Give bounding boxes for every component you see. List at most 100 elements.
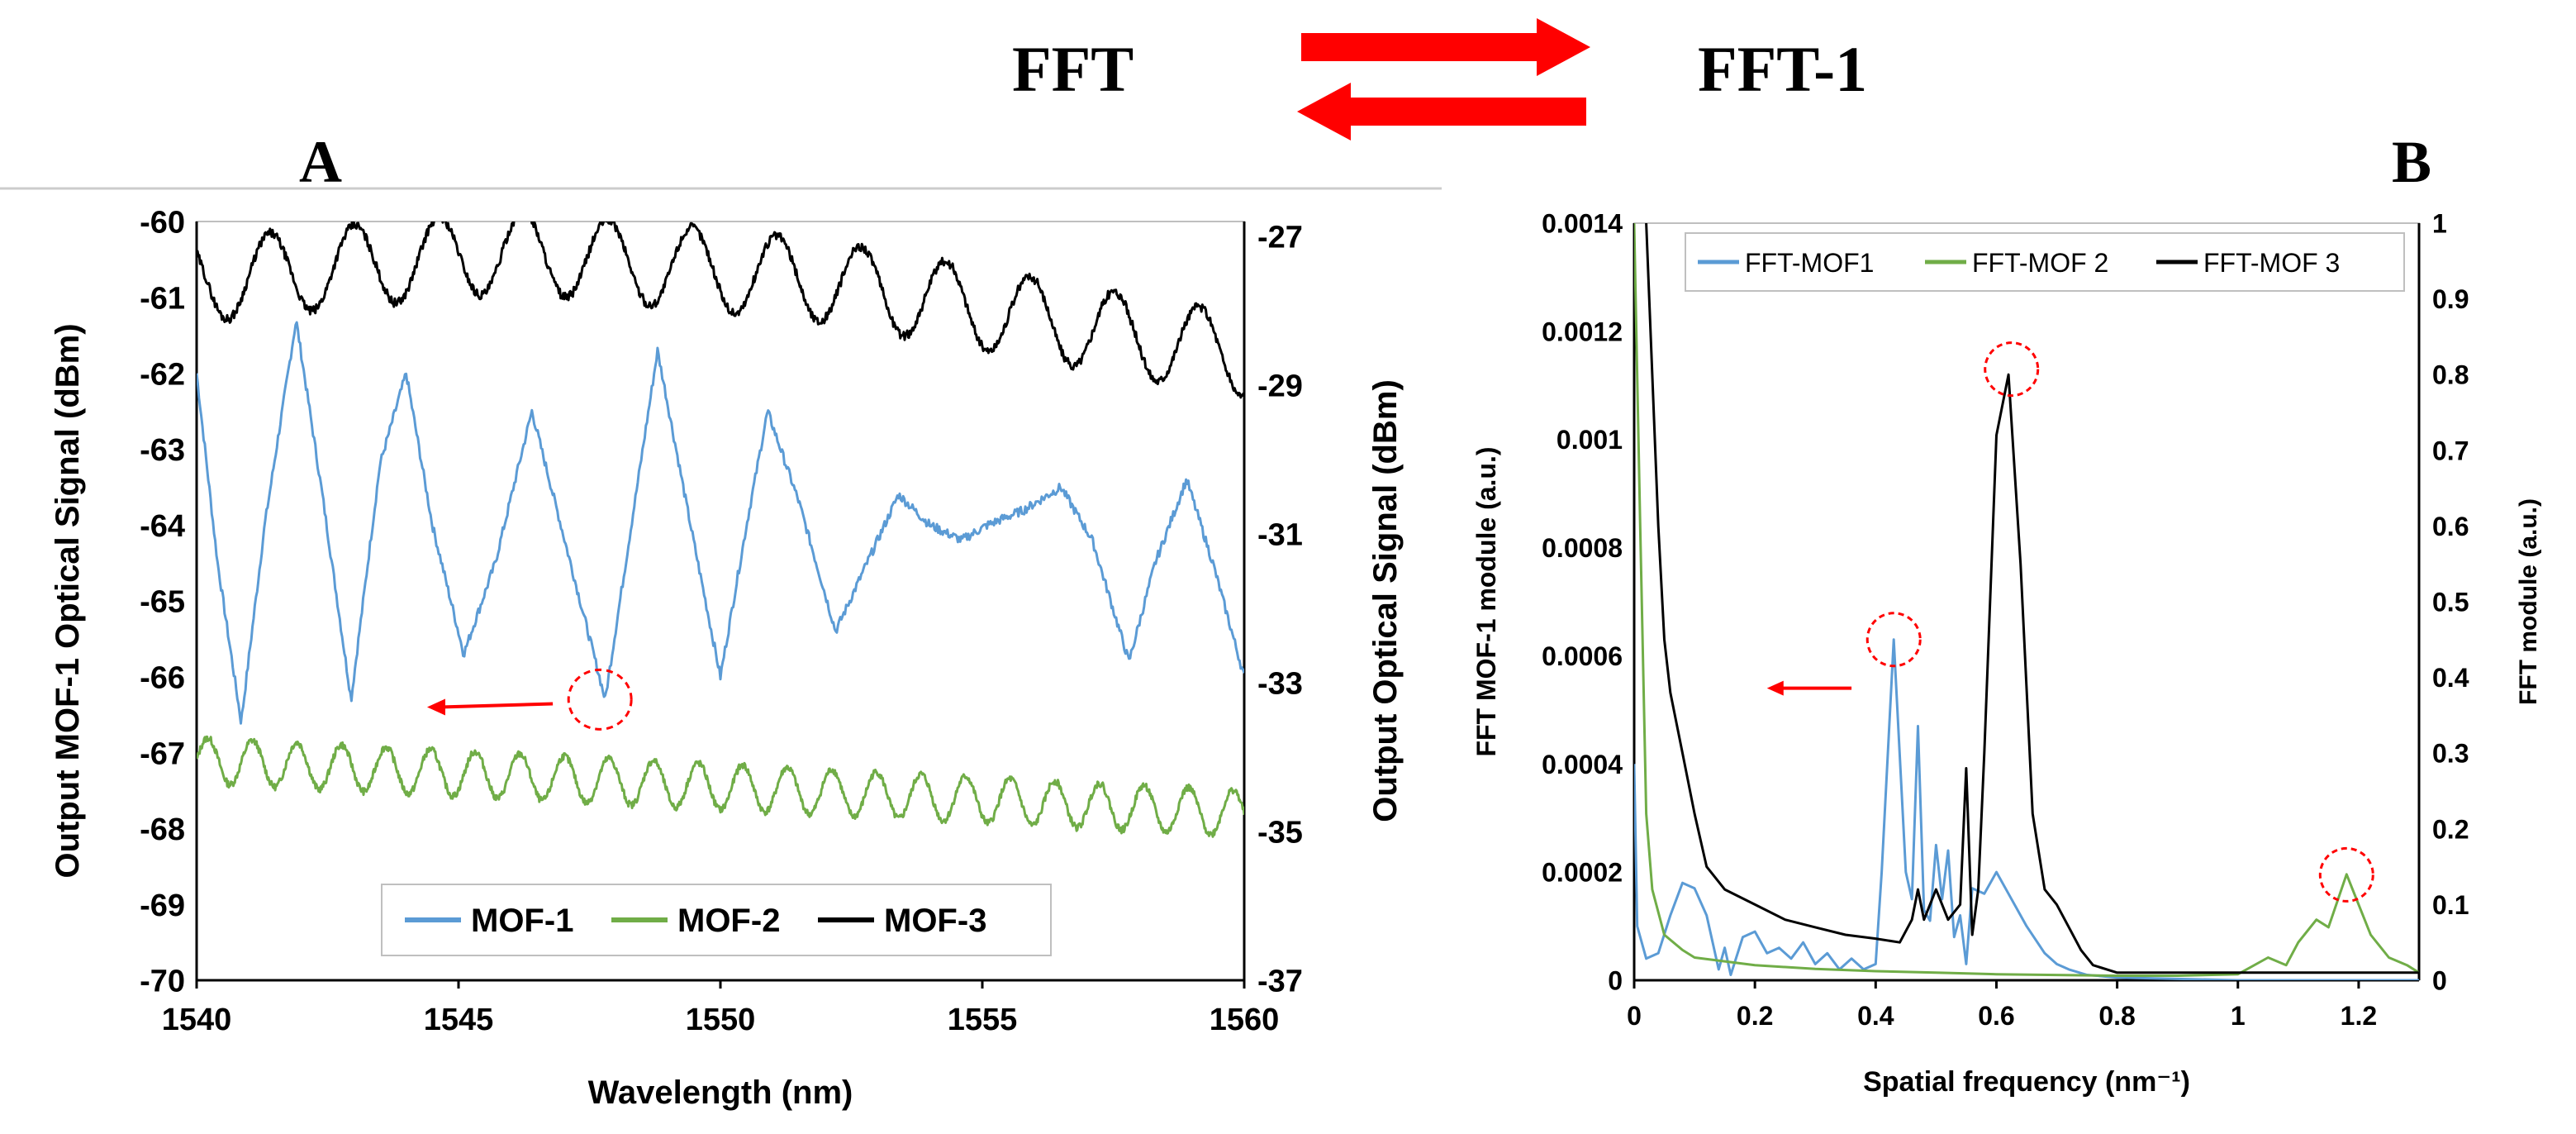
y2-tick-label: -31 xyxy=(1257,518,1303,553)
y-tick-label: -60 xyxy=(140,206,185,241)
y-tick-labels-a: -70 -69 -68 -67 -66 -65 -64 -63 -62 -61 -60 xyxy=(140,206,185,999)
x-tick-label: 0.4 xyxy=(1857,1001,1894,1031)
y2-tick-label: -33 xyxy=(1257,667,1303,702)
series-group-a xyxy=(197,222,1244,838)
y-tick-label: 0.001 xyxy=(1557,425,1623,455)
annotations-b xyxy=(1766,341,2374,903)
legend-label-mof-1: MOF-1 xyxy=(471,903,573,939)
y2-tick-label: 0.7 xyxy=(2432,436,2469,465)
series-group-b xyxy=(1634,223,2419,980)
y-tick-labels-b: 0 0.0002 0.0004 0.0006 0.0008 0.001 0.0012 0.00… xyxy=(1542,209,1623,996)
y2-tick-label: -29 xyxy=(1257,369,1303,404)
ifft-label: FFT-1 xyxy=(1698,33,1867,105)
x-tick-label: 0.6 xyxy=(1978,1001,2014,1031)
plot-area-a xyxy=(196,221,1245,981)
y-axis-label-b: FFT MOF-1 module (a.u.) xyxy=(1471,446,1501,756)
y-tick-label: 0 xyxy=(1608,966,1623,996)
x-axis-label-a: Wavelength (nm) xyxy=(588,1074,853,1111)
highlight-circle xyxy=(1865,612,1922,668)
annotation-arrow-line xyxy=(440,702,554,709)
y2-tick-labels-a: -37 -35 -33 -31 -29 -27 xyxy=(1257,221,1303,999)
x-axis-label-b: Spatial frequency (nm⁻¹) xyxy=(1863,1066,2190,1098)
y2-tick-label: -27 xyxy=(1257,221,1303,255)
y-tick-label: 0.0006 xyxy=(1542,641,1623,671)
y-tick-label: -64 xyxy=(140,509,185,544)
y-tick-label: 0.0008 xyxy=(1542,533,1623,563)
panel-label-a: A xyxy=(299,129,342,195)
x-tick-label: 1 xyxy=(2231,1001,2246,1031)
x-tick-label: 1550 xyxy=(686,1003,756,1037)
legend-label-mof-3: MOF-3 xyxy=(884,903,986,939)
y-tick-label: -62 xyxy=(140,357,185,392)
y-tick-label: -68 xyxy=(140,812,185,847)
y2-tick-label: 0.5 xyxy=(2432,588,2469,617)
annotations-a xyxy=(426,668,633,731)
x-tick-label: 1555 xyxy=(948,1003,1018,1037)
y2-tick-label: 0.9 xyxy=(2432,284,2469,314)
fft-label: FFT xyxy=(1012,33,1134,105)
plot-area-b xyxy=(1633,222,2420,981)
chart-panel-a: 1540 1545 1550 1555 1560 -70-69-68-67-66-65-… xyxy=(50,206,1404,1111)
y2-tick-label: -35 xyxy=(1257,816,1303,850)
legend-b: FFT-MOF1 FFT-MOF 2 FFT-MOF 3 xyxy=(1685,232,2405,292)
y2-tick-label: 0 xyxy=(2432,966,2447,996)
legend-box-a xyxy=(381,884,1052,956)
x-tick-label: 1545 xyxy=(424,1003,494,1037)
y2-tick-labels-b: 0 0.1 0.2 0.3 0.4 0.5 0.6 0.7 0.8 0.9 1 xyxy=(2432,209,2469,996)
x-tick-labels-b: 0 0.2 0.4 0.6 0.8 1 1.2 xyxy=(1627,980,2377,1031)
y2-tick-label: 0.1 xyxy=(2432,890,2469,920)
y-tick-label: 0.0002 xyxy=(1542,858,1623,888)
y-tick-label: -66 xyxy=(140,660,185,695)
y2-tick-label: -37 xyxy=(1257,965,1303,999)
y2-tick-label: 0.8 xyxy=(2432,360,2469,390)
y2-tick-label: 0.2 xyxy=(2432,814,2469,844)
legend-label-fft-mof1: FFT-MOF1 xyxy=(1745,248,1874,278)
x-tick-label: 1560 xyxy=(1210,1003,1280,1037)
highlight-circle xyxy=(567,668,633,731)
y2-tick-label: 0.4 xyxy=(2432,663,2469,693)
y-tick-label: -67 xyxy=(140,736,185,771)
y-tick-label: 0.0012 xyxy=(1542,317,1623,346)
x-tick-label: 1540 xyxy=(162,1003,232,1037)
y2-axis-label-b: FFT module (a.u.) xyxy=(2515,498,2542,705)
series-line-mof-3 xyxy=(197,222,1244,399)
y-tick-label: 0.0014 xyxy=(1542,209,1623,239)
x-tick-labels-a: 1540 1545 1550 1555 1560 xyxy=(162,980,1280,1037)
annotation-arrow-head xyxy=(1766,680,1784,696)
forward-arrow xyxy=(1301,18,1590,76)
x-tick-label: 0.8 xyxy=(2098,1001,2135,1031)
x-tick-label: 1.2 xyxy=(2341,1001,2377,1031)
x-tick-label: 0 xyxy=(1627,1001,1642,1031)
legend-box-b xyxy=(1685,232,2405,292)
y2-axis-label-a: Output Optical Signal (dBm) xyxy=(1367,379,1404,822)
x-tick-label: 0.2 xyxy=(1737,1001,1773,1031)
y-axis-label-a: Output MOF-1 Optical Signal (dBm) xyxy=(50,323,86,878)
y-tick-label: 0.0004 xyxy=(1542,750,1623,779)
series-line-mof-1 xyxy=(197,321,1244,725)
annotation-arrow-head xyxy=(426,698,445,716)
backward-arrow xyxy=(1297,83,1586,141)
legend-label-fft-mof2: FFT-MOF 2 xyxy=(1972,248,2108,278)
series-clip-b xyxy=(1634,223,2419,980)
legend-a: MOF-1 MOF-2 MOF-3 xyxy=(381,884,1052,956)
y-tick-label: -70 xyxy=(140,965,185,999)
y2-tick-label: 0.6 xyxy=(2432,512,2469,541)
highlight-circle xyxy=(2318,846,2374,903)
y2-tick-label: 1 xyxy=(2432,209,2447,239)
legend-label-mof-2: MOF-2 xyxy=(677,903,780,939)
y-tick-label: -63 xyxy=(140,433,185,468)
highlight-circle xyxy=(1984,341,2040,398)
legend-label-fft-mof3: FFT-MOF 3 xyxy=(2203,248,2340,278)
y-tick-label: -61 xyxy=(140,281,185,316)
series-line-fft-mof-2 xyxy=(1634,223,2419,977)
series-line-fft-mof-3 xyxy=(1645,223,2419,974)
y-tick-label: -65 xyxy=(140,585,185,620)
header: FFT FFT-1 xyxy=(1012,18,1867,141)
y2-tick-label: 0.3 xyxy=(2432,739,2469,769)
panel-label-b: B xyxy=(2392,129,2431,195)
y-tick-label: -69 xyxy=(140,889,185,923)
chart-panel-b: 0 0.2 0.4 0.6 0.8 1 1.2 0 0.0002 0.0004 0.0006 0.0… xyxy=(1471,209,2542,1098)
series-line-mof-2 xyxy=(197,735,1244,838)
series-clip-a xyxy=(197,222,1244,838)
